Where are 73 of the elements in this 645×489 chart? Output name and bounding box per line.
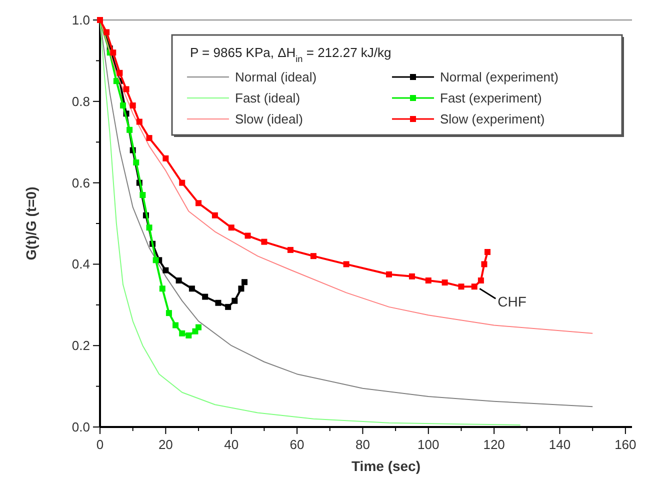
point bbox=[425, 277, 432, 284]
point bbox=[261, 238, 268, 245]
y-tick-label: 1.0 bbox=[72, 12, 90, 28]
x-tick-label: 100 bbox=[418, 437, 440, 452]
point bbox=[159, 286, 166, 292]
point bbox=[212, 212, 218, 218]
point bbox=[166, 310, 172, 316]
x-tick-label: 120 bbox=[483, 437, 505, 452]
point bbox=[241, 279, 248, 286]
point bbox=[232, 298, 238, 304]
point bbox=[484, 248, 491, 255]
x-axis-title: Time (sec) bbox=[352, 458, 420, 474]
point bbox=[140, 192, 146, 198]
point bbox=[110, 50, 116, 56]
point bbox=[202, 294, 208, 300]
x-tick-label: 20 bbox=[158, 437, 173, 452]
point bbox=[343, 261, 350, 268]
point bbox=[215, 300, 222, 306]
point bbox=[162, 155, 169, 162]
point bbox=[478, 277, 484, 284]
point bbox=[228, 224, 234, 231]
y-tick-label: 0.6 bbox=[72, 175, 90, 190]
point bbox=[287, 246, 294, 253]
point bbox=[471, 284, 478, 290]
point bbox=[442, 280, 448, 286]
point bbox=[152, 257, 159, 264]
x-tick-label: 60 bbox=[290, 437, 304, 452]
legend-label: Slow (ideal) bbox=[235, 112, 303, 126]
legend-label: Fast (ideal) bbox=[235, 90, 300, 106]
point bbox=[162, 267, 169, 274]
y-tick-label: 0.2 bbox=[72, 338, 90, 354]
legend-label: Normal (ideal) bbox=[235, 70, 317, 84]
x-tick-label: 80 bbox=[355, 437, 370, 452]
point bbox=[310, 253, 316, 260]
legend-label: Slow (experiment) bbox=[440, 112, 545, 126]
x-tick-label: 40 bbox=[224, 437, 239, 452]
point bbox=[123, 86, 130, 92]
point bbox=[146, 224, 152, 231]
point bbox=[244, 232, 251, 239]
point bbox=[481, 261, 488, 268]
point bbox=[172, 322, 179, 328]
y-tick-label: 0.0 bbox=[72, 420, 90, 434]
point bbox=[146, 135, 152, 142]
point bbox=[186, 332, 192, 338]
y-tick-label: 0.8 bbox=[72, 94, 90, 109]
point bbox=[196, 200, 202, 206]
point bbox=[133, 159, 140, 166]
point bbox=[130, 102, 136, 108]
point bbox=[408, 273, 415, 280]
point bbox=[113, 78, 120, 84]
x-tick-label: 160 bbox=[614, 437, 636, 452]
point bbox=[386, 271, 392, 278]
point bbox=[225, 304, 232, 310]
x-tick-label: 140 bbox=[548, 437, 571, 452]
point bbox=[188, 286, 195, 292]
point bbox=[238, 286, 244, 292]
annotation: CHF bbox=[498, 294, 526, 310]
point bbox=[196, 324, 202, 330]
point bbox=[116, 70, 123, 76]
point bbox=[104, 29, 110, 36]
legend-label: Normal (experiment) bbox=[440, 70, 558, 84]
point bbox=[179, 330, 186, 336]
point bbox=[176, 277, 182, 284]
y-axis-title: G(t)/G (t=0) bbox=[23, 186, 39, 260]
legend-label: Fast (experiment) bbox=[440, 90, 542, 106]
point bbox=[120, 102, 126, 108]
point bbox=[136, 118, 142, 125]
point bbox=[458, 284, 464, 290]
x-tick-label: 0 bbox=[96, 437, 104, 452]
point bbox=[179, 180, 186, 186]
legend-title: P = 9865 KPa, ΔH$_{in}$ = 212.27 kJ/kg bbox=[190, 45, 392, 64]
point bbox=[126, 126, 133, 133]
y-tick-label: 0.4 bbox=[72, 256, 90, 272]
